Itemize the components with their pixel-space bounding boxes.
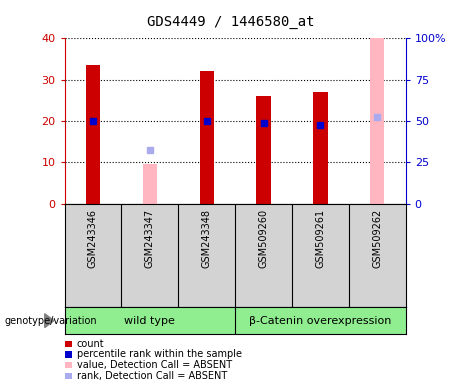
Text: count: count bbox=[77, 339, 104, 349]
Bar bbox=[370, 38, 384, 204]
Text: GSM243348: GSM243348 bbox=[201, 209, 212, 268]
Text: GSM509261: GSM509261 bbox=[315, 209, 325, 268]
Text: GSM243346: GSM243346 bbox=[88, 209, 98, 268]
Text: GDS4449 / 1446580_at: GDS4449 / 1446580_at bbox=[147, 15, 314, 29]
Bar bbox=[200, 71, 214, 204]
Bar bbox=[86, 65, 100, 204]
Text: percentile rank within the sample: percentile rank within the sample bbox=[77, 349, 242, 359]
Text: β-Catenin overexpression: β-Catenin overexpression bbox=[249, 316, 391, 326]
Text: GSM509262: GSM509262 bbox=[372, 209, 382, 268]
Text: genotype/variation: genotype/variation bbox=[5, 316, 97, 326]
Bar bbox=[143, 164, 157, 204]
Text: rank, Detection Call = ABSENT: rank, Detection Call = ABSENT bbox=[77, 371, 227, 381]
Text: GSM509260: GSM509260 bbox=[259, 209, 269, 268]
Text: wild type: wild type bbox=[124, 316, 175, 326]
Text: value, Detection Call = ABSENT: value, Detection Call = ABSENT bbox=[77, 360, 231, 370]
Text: GSM243347: GSM243347 bbox=[145, 209, 155, 268]
Bar bbox=[313, 92, 327, 204]
Bar bbox=[256, 96, 271, 204]
